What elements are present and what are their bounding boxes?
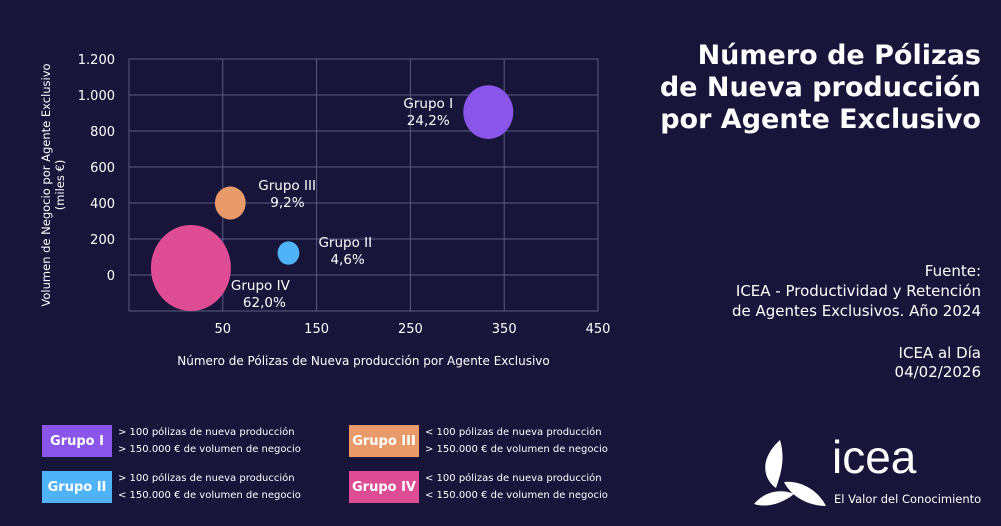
y-tick-label: 1.200 (78, 53, 115, 68)
legend-desc: < 100 pólizas de nueva producción (425, 473, 602, 484)
bubble-value-label: 4,6% (330, 252, 364, 268)
bubble-label: Grupo III (258, 178, 316, 194)
legend-item-grupo-ii: Grupo II > 100 pólizas de nueva producci… (42, 470, 301, 504)
legend-desc: < 150.000 € de volumen de negocio (425, 490, 608, 501)
legend-desc: < 100 pólizas de nueva producción (425, 427, 602, 438)
x-tick-label: 150 (304, 322, 329, 337)
legend-item-grupo-i: Grupo I > 100 pólizas de nueva producció… (42, 424, 301, 458)
chart-title: Número de Pólizas de Nueva producción po… (659, 40, 981, 135)
legend-badge: Grupo II (42, 471, 112, 503)
legend-desc: > 100 pólizas de nueva producción (118, 427, 295, 438)
source-note: Fuente: ICEA - Productividad y Retención… (651, 261, 981, 321)
bubble-value-label: 24,2% (407, 113, 450, 129)
y-axis-label-units: (miles €) (53, 160, 67, 211)
bubble-grupo-iv (150, 224, 231, 311)
legend-item-grupo-iii: Grupo III < 100 pólizas de nueva producc… (349, 424, 608, 458)
y-tick-label: 600 (90, 161, 115, 176)
logo-tagline: El Valor del Conocimiento (834, 492, 982, 506)
source-line-2: de Agentes Exclusivos. Año 2024 (731, 302, 981, 320)
y-tick-label: 0 (107, 269, 115, 284)
legend-desc: > 100 pólizas de nueva producción (118, 473, 295, 484)
logo-mark-icon (754, 440, 826, 506)
x-tick-label: 50 (215, 322, 232, 337)
publication-date: 04/02/2026 (894, 363, 981, 381)
legend-desc: > 150.000 € de volumen de negocio (118, 444, 301, 455)
legend-badge: Grupo IV (349, 471, 419, 503)
publication-name: ICEA al Día (898, 344, 981, 362)
x-axis-label: Número de Pólizas de Nueva producción po… (177, 354, 550, 368)
bubble-label: Grupo IV (231, 278, 291, 294)
legend-item-grupo-iv: Grupo IV < 100 pólizas de nueva producci… (349, 470, 608, 504)
source-line-1: ICEA - Productividad y Retención (735, 282, 981, 300)
y-tick-label: 1.000 (78, 89, 115, 104)
y-tick-label: 800 (90, 125, 115, 140)
x-tick-label: 250 (398, 322, 423, 337)
bubble-grupo-iii (214, 186, 246, 220)
legend-desc: < 150.000 € de volumen de negocio (118, 490, 301, 501)
icea-logo: icea El Valor del Conocimiento (750, 431, 990, 514)
bubble-value-label: 9,2% (270, 195, 304, 211)
bubble-label: Grupo I (403, 96, 453, 112)
bubble-grupo-i (463, 85, 514, 139)
y-tick-label: 400 (90, 197, 115, 212)
bubble-value-label: 62,0% (243, 295, 286, 311)
legend-badge: Grupo III (349, 425, 419, 457)
logo-word: icea (832, 431, 917, 483)
x-tick-label: 350 (492, 322, 517, 337)
legend-badge: Grupo I (42, 425, 112, 457)
legend-desc: > 150.000 € de volumen de negocio (425, 444, 608, 455)
bubble-label: Grupo II (318, 235, 372, 251)
source-label: Fuente: (924, 262, 981, 280)
bubble-grupo-ii (277, 241, 300, 265)
publication-info: ICEA al Día 04/02/2026 (651, 344, 981, 382)
y-tick-label: 200 (90, 233, 115, 248)
y-axis-label: Volumen de Negocio por Agente Exclusivo (39, 63, 53, 306)
x-tick-label: 450 (586, 322, 611, 337)
